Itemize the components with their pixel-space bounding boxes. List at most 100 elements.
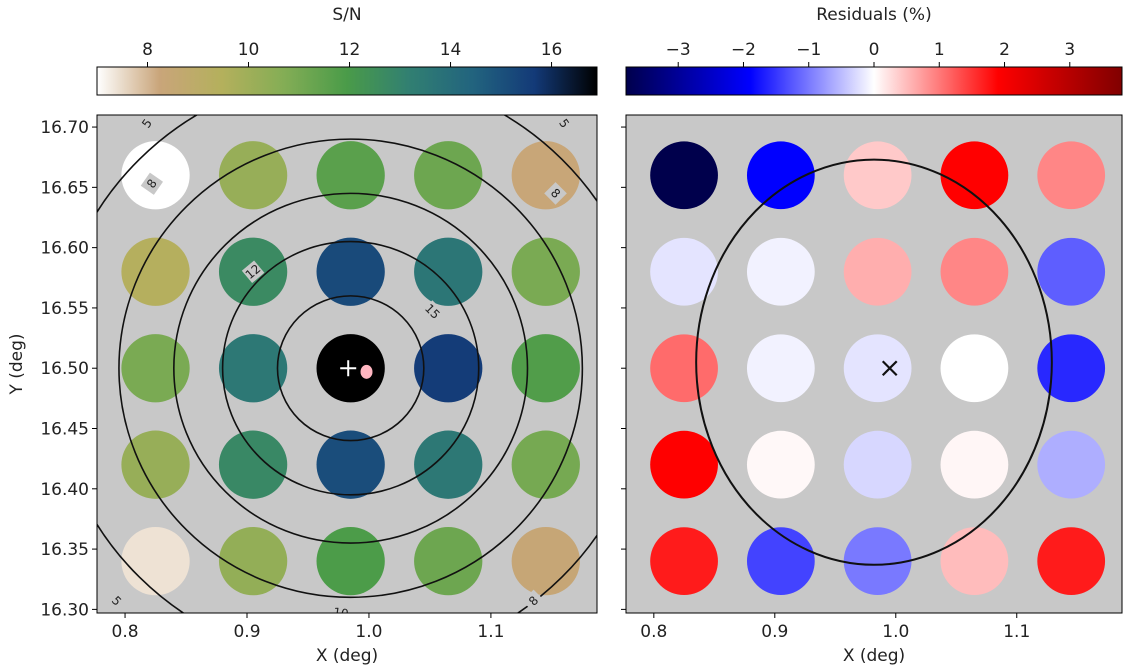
- contour-label-bg: [105, 589, 128, 613]
- data-circle: [316, 141, 385, 210]
- data-circle: [218, 334, 288, 403]
- center-x-marker: [881, 360, 898, 376]
- data-circle: [1037, 527, 1106, 596]
- y-tick-label: 16.50: [40, 359, 89, 379]
- contour-line: [118, 138, 584, 599]
- y-tick-label: 16.55: [40, 299, 89, 319]
- data-circle: [511, 334, 580, 403]
- data-circle: [218, 527, 288, 596]
- contour-label-bg: [552, 115, 576, 135]
- data-circle: [511, 141, 580, 210]
- data-circle: [650, 237, 718, 306]
- x-axis-label: X (deg): [843, 646, 905, 666]
- y-tick-label: 16.30: [40, 600, 89, 620]
- data-circle: [1037, 237, 1106, 306]
- contour-line: [221, 240, 480, 496]
- y-tick-label: 16.65: [40, 178, 89, 198]
- data-circle: [940, 141, 1009, 210]
- pointing-dot-marker: [360, 364, 373, 379]
- data-circle: [650, 141, 718, 210]
- x-tick-label: 1.1: [1003, 622, 1030, 642]
- data-circle: [121, 527, 190, 596]
- data-circle: [414, 527, 483, 596]
- colorbar: [625, 66, 1123, 96]
- contour-line: [276, 295, 425, 442]
- data-circle: [121, 141, 190, 210]
- contour-label-bg: [421, 300, 444, 323]
- contour-label-bg: [522, 589, 545, 613]
- data-circle: [1037, 334, 1106, 403]
- data-circle: [218, 141, 288, 210]
- data-circle: [121, 237, 190, 306]
- data-circle: [511, 430, 580, 499]
- x-tick-label: 1.0: [355, 622, 382, 642]
- colorbar-tick-label: 2: [999, 40, 1010, 60]
- colorbar-tick-label: 14: [440, 40, 462, 60]
- colorbar-label: S/N: [332, 5, 361, 25]
- data-circle: [940, 334, 1009, 403]
- data-circle: [414, 430, 483, 499]
- contour-line: [173, 192, 529, 544]
- data-circle: [843, 430, 912, 499]
- data-circle: [316, 237, 385, 306]
- data-circle: [121, 430, 190, 499]
- y-tick-label: 16.35: [40, 540, 89, 560]
- x-tick-label: 1.1: [477, 622, 504, 642]
- data-circle: [746, 237, 815, 306]
- y-tick-label: 16.45: [40, 420, 89, 440]
- data-circle: [746, 141, 815, 210]
- x-tick-label: 1.0: [882, 622, 909, 642]
- data-circle: [218, 430, 288, 499]
- axes-frame: [96, 114, 598, 614]
- data-circle: [121, 334, 190, 403]
- data-circle: [650, 430, 718, 499]
- data-circle: [843, 237, 912, 306]
- contour-label-bg: [331, 603, 350, 613]
- data-circle: [316, 430, 385, 499]
- colorbar-tick-label: 3: [1064, 40, 1075, 60]
- colorbar-label: Residuals (%): [816, 5, 931, 25]
- y-tick-label: 16.60: [40, 239, 89, 259]
- y-tick-label: 16.70: [40, 118, 89, 138]
- data-circle: [316, 527, 385, 596]
- plot-area: [650, 141, 1106, 596]
- data-circle: [746, 334, 815, 403]
- colorbar-tick-label: −1: [796, 40, 821, 60]
- data-circle: [843, 334, 912, 403]
- contour-label: 10: [332, 605, 349, 621]
- data-circle: [746, 430, 815, 499]
- x-tick-label: 0.8: [640, 622, 667, 642]
- x-tick-label: 0.9: [761, 622, 788, 642]
- data-circle: [940, 237, 1009, 306]
- data-circle: [414, 334, 483, 403]
- contour-label-bg: [241, 260, 265, 284]
- colorbar-tick-label: −3: [666, 40, 691, 60]
- residuals-panel: −3 −2 −1 0 1 2 3 Residuals (%) 0.8 0.9 1.0 1.1 X (de…: [621, 5, 1123, 666]
- colorbar-tick-label: 16: [541, 40, 563, 60]
- data-circle: [1037, 430, 1106, 499]
- colorbar-tick-label: 1: [934, 40, 945, 60]
- x-tick-label: 0.8: [112, 622, 139, 642]
- data-circle: [650, 527, 718, 596]
- contour-label-bg: [135, 115, 159, 135]
- data-circle: [511, 237, 580, 306]
- data-circle: [940, 430, 1009, 499]
- axes-frame: [625, 114, 1123, 614]
- colorbar: [96, 66, 598, 96]
- center-plus-marker: [340, 360, 357, 377]
- contour-label-bg: [140, 172, 164, 195]
- data-circle: [511, 527, 580, 596]
- data-circle: [746, 527, 815, 596]
- data-circle: [940, 527, 1009, 596]
- y-tick-label: 16.40: [40, 480, 89, 500]
- data-circle: [414, 237, 483, 306]
- data-circle: [414, 141, 483, 210]
- data-circle: [650, 334, 718, 403]
- colorbar-tick-label: 8: [142, 40, 153, 60]
- data-circle: [843, 527, 912, 596]
- fit-ellipse: [695, 158, 1053, 566]
- colorbar-tick-label: 0: [869, 40, 880, 60]
